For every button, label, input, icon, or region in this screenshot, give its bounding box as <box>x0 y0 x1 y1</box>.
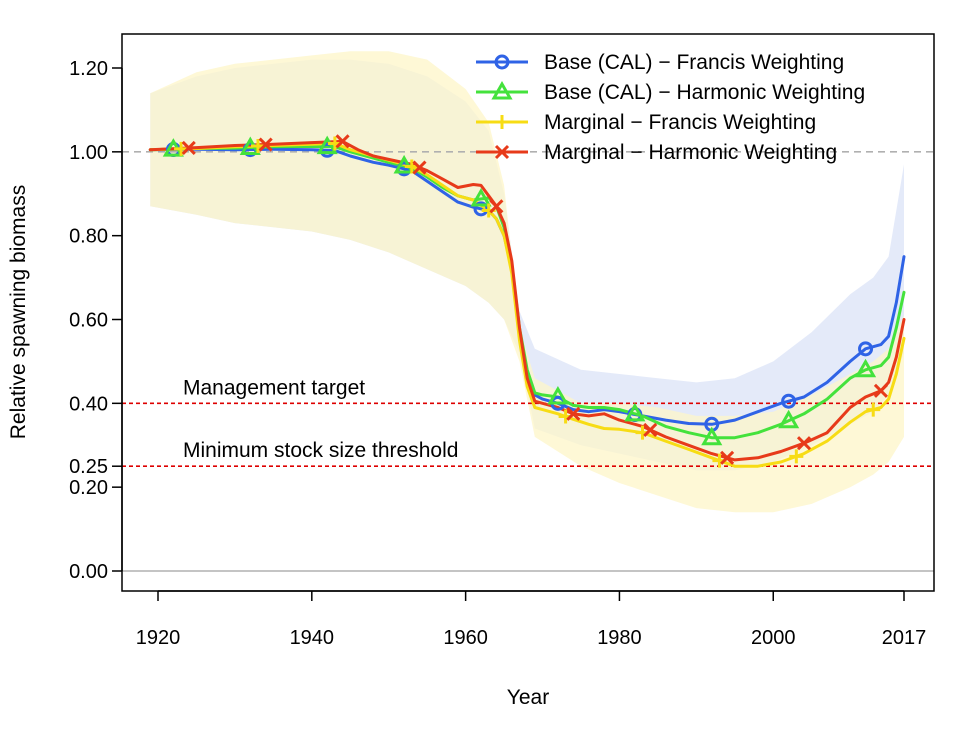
y-tick-label: 0.80 <box>69 226 108 248</box>
data-point-marker <box>873 383 888 398</box>
legend-label: Base (CAL) − Francis Weighting <box>544 51 844 74</box>
data-point-marker <box>393 154 415 174</box>
y-tick-label: 1.20 <box>69 58 108 80</box>
annotations: Management target Minimum stock size thre… <box>183 376 458 462</box>
legend-label: Marginal − Francis Weighting <box>544 111 816 134</box>
series-markers <box>162 134 888 468</box>
legend-entry-4: Marginal − Harmonic Weighting <box>476 141 837 164</box>
data-point-marker <box>789 449 804 464</box>
reference-line-label: Minimum stock size threshold <box>183 439 458 462</box>
x-tick-label: 1940 <box>290 627 335 649</box>
legend-entry-3: Marginal − Francis Weighting <box>476 111 816 134</box>
data-point-marker <box>866 402 881 417</box>
data-point-marker <box>494 54 510 70</box>
confidence-bands <box>150 51 905 513</box>
y-tick-label: 0.00 <box>69 561 108 583</box>
data-point-marker <box>489 199 504 214</box>
reference-line-label: Management target <box>183 376 365 399</box>
y-axis: 0.00 0.200.25 0.40 0.60 0.80 1.00 1.20 <box>69 58 123 583</box>
x-axis-title: Year <box>507 686 549 709</box>
data-point-marker <box>491 80 513 100</box>
data-point-marker <box>624 402 646 422</box>
data-point-marker <box>316 135 338 155</box>
confidence-band-2 <box>150 51 905 513</box>
y-tick-label: 1.00 <box>69 142 108 164</box>
y-axis-title: Relative spawning biomass <box>7 185 30 439</box>
data-point-marker <box>547 386 569 405</box>
data-point-marker <box>470 187 492 207</box>
x-tick-label: 2017 <box>882 627 927 649</box>
data-point-marker <box>778 409 800 429</box>
legend-label: Marginal − Harmonic Weighting <box>544 141 837 164</box>
data-point-marker <box>335 134 350 149</box>
data-point-marker <box>854 358 877 378</box>
y-tick-label: 0.40 <box>69 393 108 415</box>
data-point-marker <box>412 160 427 175</box>
x-tick-label: 1980 <box>597 627 642 649</box>
y-tick-label: 0.20 <box>69 477 108 499</box>
legend: Base (CAL) − Francis Weighting Base (CAL)… <box>476 51 865 164</box>
data-point-marker <box>494 144 510 160</box>
legend-entry-2: Base (CAL) − Harmonic Weighting <box>476 80 865 104</box>
data-point-marker <box>643 422 658 437</box>
data-point-marker <box>781 393 797 409</box>
x-tick-label: 2000 <box>751 627 796 649</box>
data-point-marker <box>701 426 723 446</box>
data-point-marker <box>181 140 196 156</box>
x-tick-label: 1960 <box>443 627 488 649</box>
data-point-marker <box>495 115 509 129</box>
y-tick-label: 0.60 <box>69 310 108 332</box>
series-line-1 <box>148 147 906 426</box>
legend-entry-1: Base (CAL) − Francis Weighting <box>476 51 844 74</box>
x-tick-label: 1920 <box>136 627 181 649</box>
data-point-marker <box>720 450 735 465</box>
series-line-2 <box>148 144 906 440</box>
data-point-marker <box>858 341 874 357</box>
x-axis: 1920 1940 1960 1980 2000 2017 <box>136 590 927 649</box>
data-point-marker <box>473 201 489 217</box>
series-lines <box>148 139 906 468</box>
legend-label: Base (CAL) − Harmonic Weighting <box>544 81 865 104</box>
data-point-marker <box>796 436 812 451</box>
data-point-marker <box>566 406 581 421</box>
data-point-marker <box>258 137 273 152</box>
y-tick-label: 0.25 <box>69 456 108 478</box>
